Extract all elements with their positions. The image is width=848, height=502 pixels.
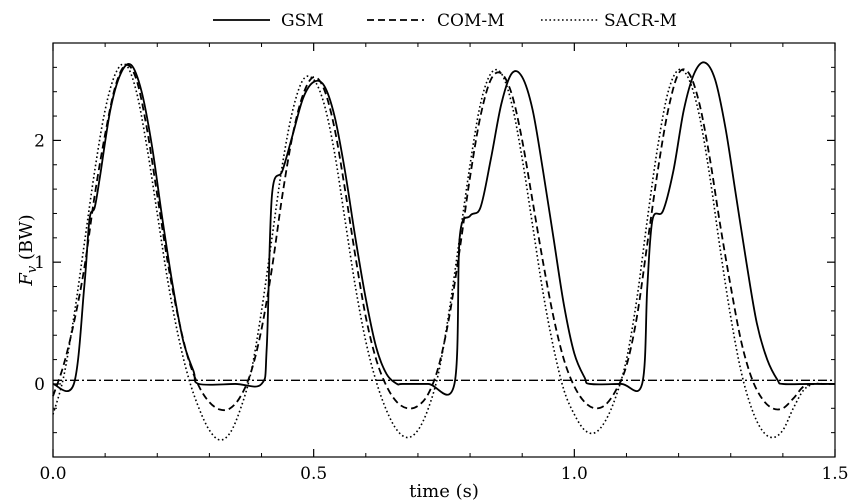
y-axis-label-symbol: F [16, 272, 37, 287]
axis-ticks: 0.0 0.5 1.0 1.5 0 1 2 [34, 43, 848, 484]
x-tick-label: 1.5 [821, 464, 848, 484]
legend-label-gsm: GSM [281, 11, 324, 31]
x-tick-label: 0.0 [39, 464, 66, 484]
plot-frame [52, 42, 836, 458]
y-tick-label: 1 [34, 253, 45, 273]
x-tick-label: 0.5 [300, 464, 327, 484]
legend-label-sacr-m: SACR-M [604, 11, 677, 31]
y-tick-label: 2 [34, 131, 45, 151]
series-lines [52, 61, 835, 441]
series-line-sacr-m [52, 63, 835, 441]
series-line-com-m [52, 63, 835, 412]
x-tick-label: 1.0 [561, 464, 588, 484]
y-axis-label-subscript: v [25, 265, 40, 273]
series-line-gsm [52, 61, 835, 396]
y-axis-label-unit: (BW) [16, 214, 37, 266]
legend: GSM COM-M SACR-M [213, 11, 677, 31]
y-tick-label: 0 [34, 375, 45, 395]
legend-label-com-m: COM-M [437, 11, 505, 31]
x-axis-label: time (s) [409, 481, 479, 502]
y-axis-label: Fv (BW) [16, 214, 40, 286]
